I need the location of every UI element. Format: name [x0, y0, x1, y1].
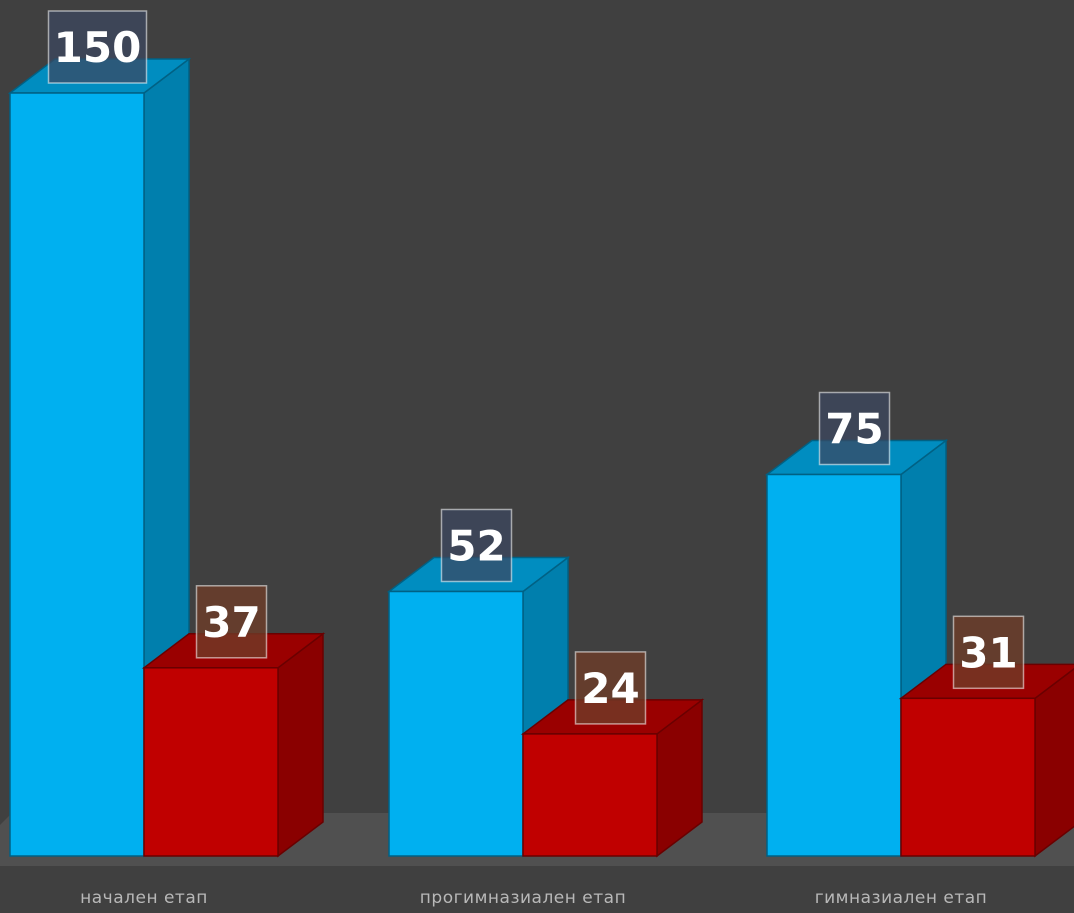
- bar-front-face: [522, 733, 658, 857]
- bar-1-0: [386, 555, 571, 858]
- data-label-text: 75: [825, 405, 883, 454]
- data-label-box: [440, 508, 513, 583]
- data-label-box: [195, 585, 268, 659]
- data-label-text: 24: [581, 664, 639, 713]
- data-label-text: 31: [959, 628, 1017, 677]
- data-label-0-0: 150: [47, 10, 148, 84]
- data-label-0-1: 37: [195, 585, 268, 659]
- data-label-text: 37: [202, 598, 260, 647]
- data-label-2-1: 31: [952, 615, 1025, 690]
- bar-0-1: [141, 632, 326, 858]
- data-label-box: [574, 651, 647, 725]
- bar-front-face: [9, 92, 145, 857]
- category-label: прогимназиален етап: [420, 888, 626, 908]
- data-label-text: 52: [447, 521, 505, 570]
- bars-group: [7, 57, 1074, 858]
- bar-front-face: [388, 590, 524, 857]
- data-label-box: [47, 10, 148, 84]
- data-label-box: [952, 615, 1025, 690]
- bar-2-1: [898, 663, 1074, 858]
- category-label: гимназиален етап: [815, 888, 988, 908]
- data-label-1-0: 52: [440, 508, 513, 583]
- bar-front-face: [143, 667, 279, 857]
- data-label-box: [818, 391, 891, 466]
- data-label-1-1: 24: [574, 651, 647, 725]
- value-labels-group: 150 37 52 24 75 31: [47, 10, 1025, 725]
- bar-front-face: [900, 697, 1036, 857]
- category-labels-group: начален етап прогимназиален етап гимназиал…: [80, 888, 987, 908]
- category-label: начален етап: [80, 888, 208, 908]
- bar-side-face: [277, 632, 324, 858]
- data-label-text: 150: [54, 23, 142, 72]
- data-label-2-0: 75: [818, 391, 891, 466]
- bar-front-face: [766, 473, 902, 857]
